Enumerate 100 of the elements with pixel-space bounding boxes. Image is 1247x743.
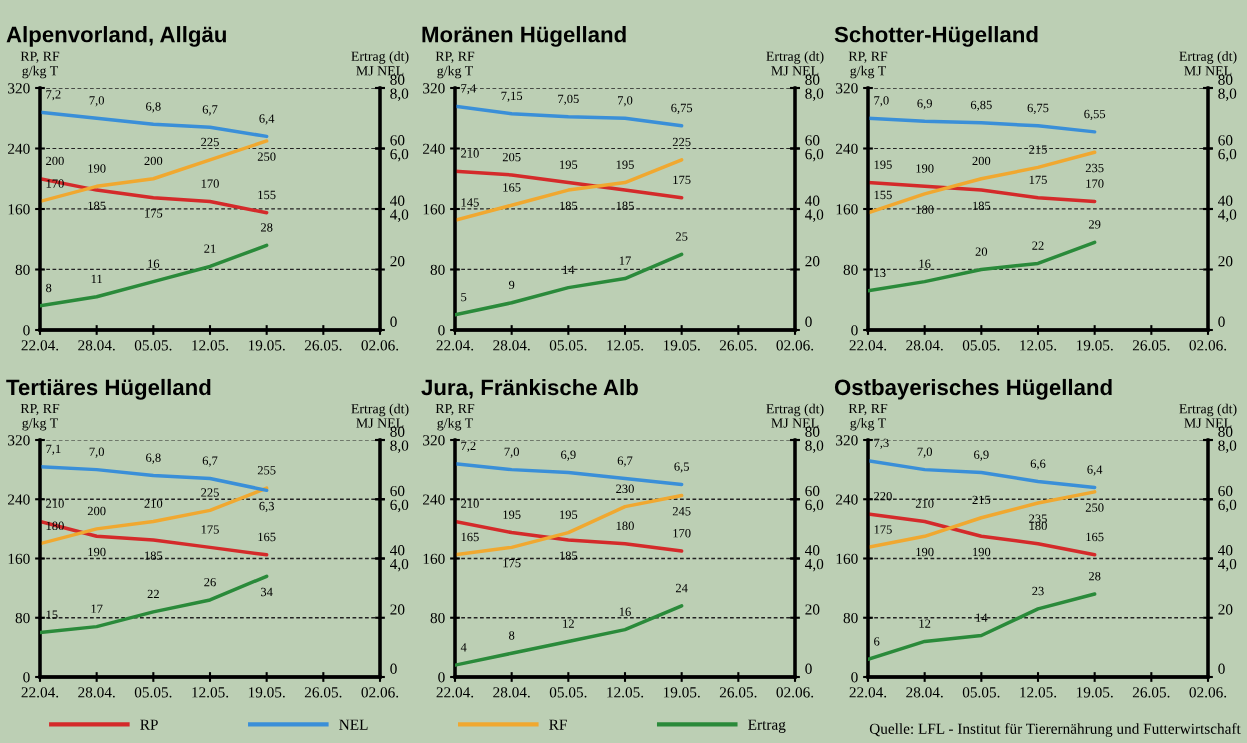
data-label: 180 xyxy=(916,205,934,214)
data-label: 25 xyxy=(675,232,688,241)
x-tick-label: 26.05. xyxy=(304,687,342,698)
data-label: 16 xyxy=(148,259,160,268)
y-tick-label: 0 xyxy=(23,325,30,336)
x-tick-label: 22.04. xyxy=(849,687,887,698)
data-label: 255 xyxy=(257,466,276,475)
data-label: 8 xyxy=(46,283,52,293)
y3-tick-label: 20 xyxy=(390,604,405,615)
data-label: 29 xyxy=(1088,220,1101,229)
y3-axis-title: Ertrag (dt) xyxy=(351,403,409,417)
data-label: 155 xyxy=(258,190,276,200)
data-label: 6,75 xyxy=(671,103,693,114)
data-label: 195 xyxy=(616,160,634,169)
data-label: 175 xyxy=(1029,175,1047,185)
y-tick-label: 240 xyxy=(836,143,858,154)
y2-tick-label: 8,0 xyxy=(1218,440,1237,453)
data-label: 6,9 xyxy=(917,99,932,110)
x-tick-label: 28.04. xyxy=(906,687,943,698)
data-label: 225 xyxy=(201,488,219,497)
data-label: 34 xyxy=(261,587,273,597)
y-axis-title: RP, RF g/kg T xyxy=(435,51,475,79)
data-label: 8 xyxy=(509,631,515,640)
data-label: 215 xyxy=(1029,145,1047,154)
data-label: 5 xyxy=(461,292,467,302)
data-label: 210 xyxy=(915,499,934,508)
y3-tick-label: 0 xyxy=(390,316,397,327)
y-tick-label: 0 xyxy=(851,325,858,336)
data-label: 13 xyxy=(874,268,886,278)
data-label: 6,75 xyxy=(1027,103,1049,114)
y2-axis-title: MJ NEL xyxy=(771,66,819,76)
data-label: 6,6 xyxy=(1030,459,1046,470)
x-tick-label: 22.04. xyxy=(21,340,59,351)
x-tick-label: 05.05. xyxy=(549,340,587,351)
y3-tick-label: 60 xyxy=(390,485,405,497)
y2-tick-label: 4,0 xyxy=(390,209,409,222)
y2-axis-title: MJ NEL xyxy=(771,418,819,428)
data-label: 165 xyxy=(1086,532,1104,542)
data-label: 205 xyxy=(502,152,521,162)
data-label: 185 xyxy=(560,551,578,560)
data-label: 165 xyxy=(503,183,521,192)
chart-title: Jura, Fränkische Alb xyxy=(421,378,638,399)
y3-tick-label: 60 xyxy=(1218,485,1233,497)
data-label: 6,4 xyxy=(1087,465,1103,476)
y-tick-label: 0 xyxy=(23,672,30,683)
y3-tick-label: 80 xyxy=(805,426,820,437)
data-label: 230 xyxy=(616,484,634,494)
data-label: 11 xyxy=(91,274,102,283)
source-note: Quelle: LFL - Institut für Tierernährung und Futterwirtschaft xyxy=(869,723,1241,738)
data-label: 7,15 xyxy=(501,91,523,102)
data-label: 7,0 xyxy=(504,447,519,458)
y3-axis-title: Ertrag (dt) xyxy=(1179,403,1237,417)
x-tick-label: 26.05. xyxy=(719,340,757,351)
data-label: 155 xyxy=(874,190,892,200)
data-label: 22 xyxy=(147,589,159,599)
data-label: 7,1 xyxy=(46,444,61,455)
data-label: 7,0 xyxy=(89,96,104,107)
x-tick-label: 12.05. xyxy=(1020,687,1057,698)
data-label: 7,0 xyxy=(917,447,932,458)
x-tick-label: 28.04. xyxy=(493,340,530,351)
y-tick-label: 160 xyxy=(8,553,30,564)
x-tick-label: 19.05. xyxy=(1076,687,1113,698)
data-label: 180 xyxy=(1029,521,1047,531)
data-label: 6,85 xyxy=(970,100,992,111)
data-label: 12 xyxy=(919,619,931,628)
y3-tick-label: 40 xyxy=(805,195,820,206)
data-label: 145 xyxy=(461,198,479,207)
x-tick-label: 19.05. xyxy=(663,340,700,351)
y3-tick-label: 0 xyxy=(805,316,812,327)
y-tick-label: 240 xyxy=(8,143,30,154)
data-label: 185 xyxy=(560,201,578,210)
x-tick-label: 02.06. xyxy=(1189,340,1227,351)
data-label: 195 xyxy=(874,160,892,169)
data-label: 28 xyxy=(260,223,273,232)
y-tick-label: 80 xyxy=(15,612,30,624)
data-label: 17 xyxy=(91,604,103,613)
data-label: 14 xyxy=(976,613,988,622)
data-label: 20 xyxy=(975,247,988,256)
chart-title: Tertiäres Hügelland xyxy=(6,378,211,400)
y-tick-label: 320 xyxy=(836,83,858,94)
x-tick-label: 12.05. xyxy=(607,340,644,351)
y3-tick-label: 80 xyxy=(805,74,820,85)
data-label: 200 xyxy=(144,156,163,166)
x-tick-label: 02.06. xyxy=(776,687,814,698)
y3-tick-label: 40 xyxy=(805,545,820,556)
x-tick-label: 28.04. xyxy=(906,340,943,351)
y3-tick-label: 20 xyxy=(390,256,405,267)
y3-tick-label: 0 xyxy=(805,663,812,674)
y3-tick-label: 0 xyxy=(1218,316,1225,327)
data-label: 7,05 xyxy=(558,94,579,105)
x-tick-label: 19.05. xyxy=(1076,340,1113,351)
data-label: 6,7 xyxy=(617,456,633,467)
data-label: 170 xyxy=(46,179,64,188)
y-tick-label: 320 xyxy=(423,435,445,446)
x-tick-label: 05.05. xyxy=(134,340,172,351)
y-tick-label: 240 xyxy=(836,494,858,505)
data-label: 7,4 xyxy=(461,84,476,95)
data-label: 195 xyxy=(560,160,578,169)
y2-tick-label: 8,0 xyxy=(390,440,409,453)
y3-tick-label: 40 xyxy=(390,195,405,206)
